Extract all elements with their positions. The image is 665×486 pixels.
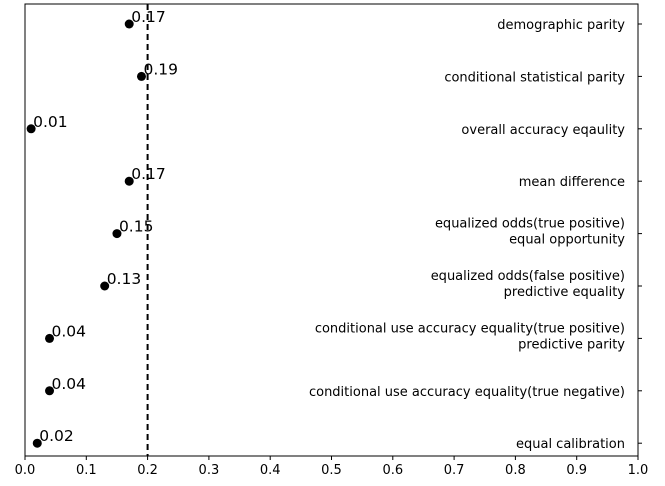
data-point xyxy=(32,438,42,448)
value-label: 0.02 xyxy=(39,427,74,445)
value-label: 0.17 xyxy=(131,8,166,26)
category-label: predictive parity xyxy=(518,337,625,352)
x-tick-label: 0.6 xyxy=(382,463,403,478)
value-label: 0.17 xyxy=(131,165,166,183)
value-label: 0.04 xyxy=(52,375,87,393)
value-label: 0.13 xyxy=(107,270,142,288)
value-label: 0.01 xyxy=(33,113,68,131)
data-point xyxy=(124,19,134,29)
data-point xyxy=(45,386,55,396)
category-label: mean difference xyxy=(519,175,625,190)
category-label: equalized odds(true positive) xyxy=(435,217,625,232)
x-tick-label: 0.9 xyxy=(566,463,587,478)
data-point xyxy=(112,229,122,239)
data-point xyxy=(124,176,134,186)
category-label: equal calibration xyxy=(516,437,625,452)
category-label: equal opportunity xyxy=(509,233,625,248)
x-tick-label: 0.7 xyxy=(444,463,465,478)
category-label: demographic parity xyxy=(497,18,625,33)
value-label: 0.04 xyxy=(52,322,87,340)
x-tick-label: 0.0 xyxy=(15,463,36,478)
x-tick-label: 0.4 xyxy=(260,463,281,478)
x-tick-label: 0.1 xyxy=(76,463,97,478)
data-point xyxy=(45,333,55,343)
category-label: conditional use accuracy equality(true p… xyxy=(315,321,625,336)
category-label: conditional use accuracy equality(true n… xyxy=(309,385,625,400)
category-label: equalized odds(false positive) xyxy=(431,269,625,284)
value-label: 0.19 xyxy=(143,60,178,78)
data-point xyxy=(100,281,110,291)
x-tick-label: 0.3 xyxy=(199,463,220,478)
value-label: 0.15 xyxy=(119,218,154,236)
data-point xyxy=(136,71,146,81)
category-label: predictive equality xyxy=(504,285,626,300)
category-label: overall accuracy eqaulity xyxy=(461,123,625,138)
x-tick-label: 0.8 xyxy=(505,463,526,478)
x-tick-label: 1.0 xyxy=(628,463,649,478)
x-tick-label: 0.5 xyxy=(321,463,342,478)
x-tick-label: 0.2 xyxy=(137,463,158,478)
data-point xyxy=(26,124,36,134)
category-label: conditional statistical parity xyxy=(444,70,625,85)
